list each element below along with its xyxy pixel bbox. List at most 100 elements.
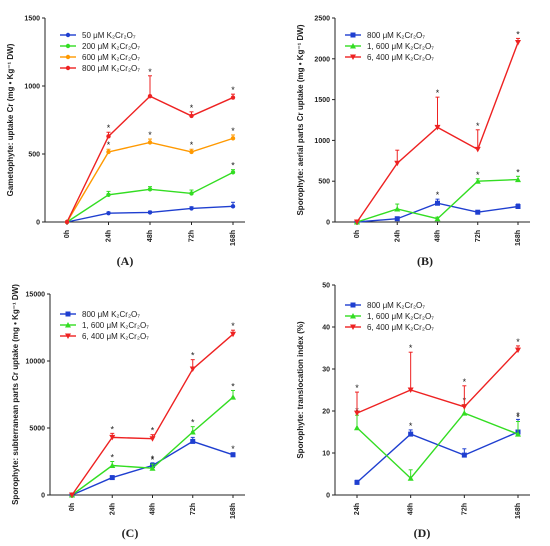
y-tick-label: 5000 [29,426,45,433]
data-point [106,149,111,155]
significance-star: * [409,343,413,353]
significance-star: * [231,126,235,136]
legend-marker [65,65,71,71]
legend-marker [65,32,71,38]
y-tick-label: 1000 [314,138,330,145]
significance-star: * [231,161,235,171]
legend-marker [350,313,356,319]
legend-label: 6, 400 μM K₂Cr₂O₇ [367,53,434,62]
data-point [515,176,521,183]
significance-star: * [110,453,114,463]
legend-label: 1, 600 μM K₂Cr₂O₇ [367,42,434,51]
series-4: * * * * [64,67,236,225]
y-tick-label: 20 [322,409,330,416]
data-point [189,429,196,435]
data-point [434,215,441,222]
data-point [189,206,194,211]
x-tick-label: 48h [408,503,415,515]
data-point [147,140,153,145]
data-point [230,331,236,338]
x-tick-label: 168h [515,503,522,519]
data-point [408,431,414,437]
data-point [230,394,236,400]
y-tick-label: 40 [322,325,330,332]
data-point [147,94,153,99]
y-axis-label: Sporophyte: aerial parts Cr uptake (mg •… [296,24,305,215]
legend-label: 800 μM K₂Cr₂O₇ [82,310,140,319]
significance-star: * [107,140,111,150]
series-line [356,412,519,480]
x-tick-label: 168h [230,503,237,519]
legend: 50 μM K₂Cr₂O₇ 200 μM K₂Cr₂O₇ 600 μM K₂Cr₂O… [60,31,140,73]
series-line [71,333,234,496]
x-tick-label: 72h [461,503,468,515]
data-point [64,219,70,225]
y-tick-label: 0 [326,220,330,227]
x-tick-label: 168h [230,230,237,246]
y-tick-label: 0 [41,493,45,500]
series-3: * * * * [354,337,521,417]
legend-marker [65,322,71,328]
significance-star: * [463,377,467,387]
legend-label: 1, 600 μM K₂Cr₂O₇ [82,321,149,330]
data-point [354,479,360,485]
data-point [394,205,401,212]
series-3: * * * [354,29,521,225]
legend-label: 800 μM K₂Cr₂O₇ [367,31,425,40]
data-point [106,134,111,139]
x-tick-label: 48h [435,230,442,242]
significance-star: * [151,454,155,464]
significance-star: * [191,418,195,428]
series-line [66,95,234,223]
significance-star: * [436,88,440,98]
significance-star: * [148,67,152,77]
x-tick-label: 0h [354,230,361,238]
significance-star: * [148,130,152,140]
data-point [106,210,111,216]
x-tick-label: 168h [515,230,522,246]
legend-label: 200 μM K₂Cr₂O₇ [82,42,140,51]
data-point [515,39,521,46]
data-point [461,410,468,416]
y-tick-label: 2000 [314,56,330,63]
data-point [474,146,481,153]
data-point [189,366,196,373]
legend-marker [350,54,356,60]
significance-star: * [476,170,480,180]
data-point [230,95,236,100]
y-tick-label: 1500 [314,97,330,104]
data-point [69,492,75,498]
significance-star: * [107,123,111,133]
data-point [354,410,360,417]
series-1 [64,201,236,225]
data-point [394,160,401,167]
data-point [149,436,156,442]
y-axis-label: Sporophyte: subterranean parts Cr uptake… [11,284,20,505]
data-point [515,203,521,209]
x-tick-label: 72h [475,230,482,242]
series-1: ** [354,410,521,485]
y-tick-label: 500 [28,152,40,159]
x-tick-label: 72h [189,230,196,242]
y-axis-label: Gametophyte: uptake Cr (mg • Kg⁻¹ DW) [6,43,15,196]
data-point [434,124,441,131]
data-point [354,424,360,431]
data-point [354,219,360,225]
significance-star: * [476,121,480,131]
series-2: *** [354,396,521,481]
series-line [356,431,519,483]
significance-star: * [516,410,520,420]
significance-star: * [516,413,520,423]
significance-star: * [231,85,235,95]
significance-star: * [409,421,413,431]
series-line [66,137,234,223]
series-line [356,349,519,414]
y-tick-label: 2500 [314,16,330,23]
y-tick-label: 500 [318,179,330,186]
y-tick-label: 50 [322,283,330,290]
data-point [149,465,156,471]
significance-star: * [151,455,155,465]
legend-marker [350,302,356,308]
data-point [407,387,414,393]
